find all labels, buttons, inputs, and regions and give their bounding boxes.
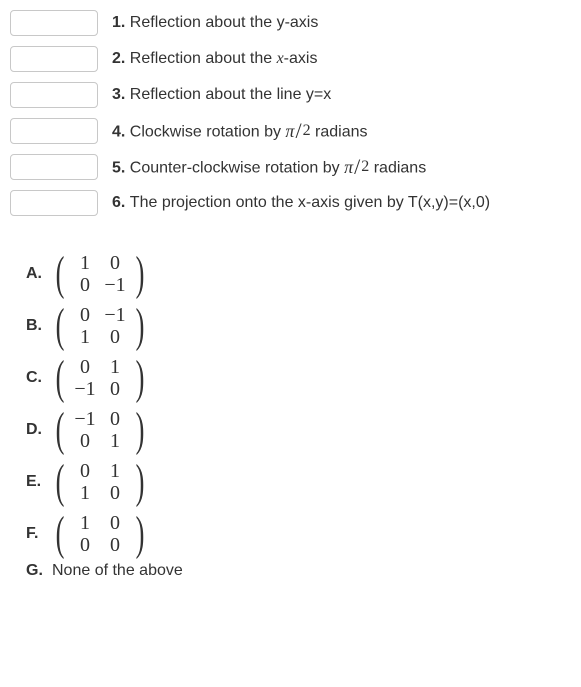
answer-input[interactable] [10,46,98,72]
question-text: 2. Reflection about the x-axis [106,42,496,76]
matrix-cell: 1 [100,356,130,378]
matrix-cell: 1 [70,482,100,504]
question-text: 6. The projection onto the x-axis given … [106,186,496,220]
matrix: (0110) [52,458,148,506]
matrix-cell: 0 [100,326,130,348]
question-text: 4. Clockwise rotation by π/2 radians [106,114,496,148]
matrix-cell: 0 [100,252,130,274]
choice-row: A.(100−1) [26,250,575,298]
question-text: 3. Reflection about the line y=x [106,78,496,112]
choice-label: F. [26,525,52,543]
matrix-cell: 1 [70,252,100,274]
question-row: 1. Reflection about the y-axis [4,6,496,40]
question-row: 3. Reflection about the line y=x [4,78,496,112]
matrix-cell: 1 [100,430,130,452]
answer-input[interactable] [10,190,98,216]
matrix: (−1001) [52,406,148,454]
matrix-cell: −1 [100,274,130,296]
matching-question-table: 1. Reflection about the y-axis2. Reflect… [2,4,498,222]
matrix-cell: 1 [70,326,100,348]
matrix-cell: 0 [70,460,100,482]
matrix-cell: 0 [100,408,130,430]
matrix-cell: −1 [70,378,100,400]
choice-text: None of the above [52,562,183,580]
matrix: (100−1) [52,250,148,298]
matrix-cell: 0 [70,304,100,326]
question-text: 1. Reflection about the y-axis [106,6,496,40]
choice-label: C. [26,369,52,387]
matrix-cell: 0 [100,512,130,534]
question-row: 6. The projection onto the x-axis given … [4,186,496,220]
matrix-cell: −1 [70,408,100,430]
matrix: (0−110) [52,302,148,350]
choice-label: A. [26,265,52,283]
question-text: 5. Counter-clockwise rotation by π/2 rad… [106,150,496,184]
choice-label: D. [26,421,52,439]
matrix-cell: 0 [70,430,100,452]
matrix-cell: 0 [100,378,130,400]
answer-input[interactable] [10,82,98,108]
choice-row: B.(0−110) [26,302,575,350]
choice-label: B. [26,317,52,335]
choice-row: D.(−1001) [26,406,575,454]
matrix-cell: 0 [70,356,100,378]
matrix-cell: 0 [70,274,100,296]
matrix-cell: 0 [100,534,130,556]
matrix-cell: 0 [70,534,100,556]
question-row: 4. Clockwise rotation by π/2 radians [4,114,496,148]
choices-list: A.(100−1)B.(0−110)C.(01−10)D.(−1001)E.(0… [26,250,575,580]
choice-row: C.(01−10) [26,354,575,402]
choice-row: G. None of the above [26,562,575,580]
answer-input[interactable] [10,118,98,144]
matrix-cell: −1 [100,304,130,326]
matrix-cell: 1 [70,512,100,534]
matrix-cell: 1 [100,460,130,482]
answer-input[interactable] [10,154,98,180]
matrix-cell: 0 [100,482,130,504]
answer-input[interactable] [10,10,98,36]
question-row: 2. Reflection about the x-axis [4,42,496,76]
choice-row: E.(0110) [26,458,575,506]
choice-label: G. [26,562,52,580]
matrix: (01−10) [52,354,148,402]
choice-row: F.(1000) [26,510,575,558]
choice-label: E. [26,473,52,491]
question-row: 5. Counter-clockwise rotation by π/2 rad… [4,150,496,184]
matrix: (1000) [52,510,148,558]
